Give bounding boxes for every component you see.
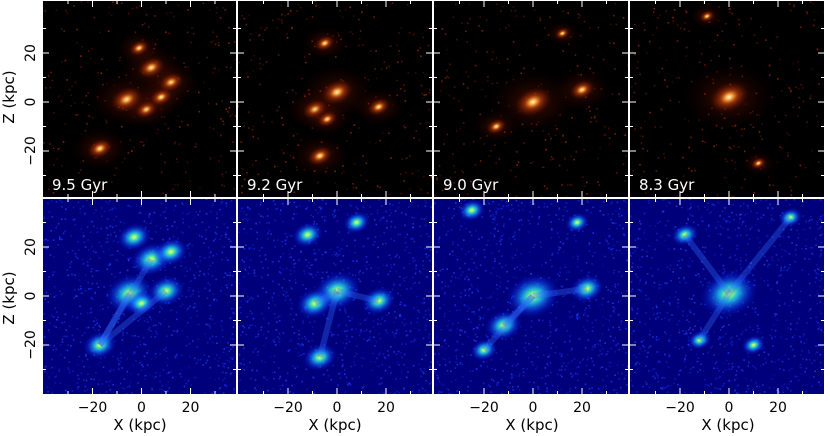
stellar-clump: [750, 157, 766, 170]
gas-clump: [125, 290, 158, 317]
y-tick-label: 0: [23, 98, 39, 107]
y-axis-label-bottom: Z (kpc): [0, 271, 18, 324]
stellar-panel-3: 9.0 Gyr: [433, 0, 629, 198]
stellar-clump: [129, 40, 149, 56]
gas-clump: [504, 272, 562, 320]
stellar-clump: [709, 81, 749, 113]
gas-clump: [116, 222, 152, 252]
gas-clump: [469, 338, 499, 362]
gas-clump: [457, 198, 486, 222]
stellar-clump: [699, 10, 715, 23]
x-tick-label: 0: [333, 400, 342, 416]
stellar-clump: [554, 27, 570, 40]
x-tick-label: 0: [137, 400, 146, 416]
gas-clump: [484, 309, 523, 342]
gas-panel-4: [629, 198, 825, 395]
time-label-4: 8.3 Gyr: [639, 176, 695, 194]
gas-clump: [291, 221, 324, 248]
x-tick-label: 20: [182, 400, 200, 416]
x-tick-label: −20: [273, 400, 303, 416]
y-tick-label: 0: [23, 292, 39, 301]
x-axis-label-4: X (kpc): [701, 416, 754, 434]
gas-panel-2: [237, 198, 433, 395]
y-tick-label: 20: [23, 238, 39, 256]
gas-clump: [569, 274, 605, 304]
gas-clump: [777, 207, 803, 228]
x-tick-label: 0: [529, 400, 538, 416]
x-tick-label: −20: [469, 400, 499, 416]
stellar-clump: [307, 146, 333, 166]
x-tick-label: 20: [573, 400, 591, 416]
stellar-clump: [514, 87, 552, 117]
gas-clump: [153, 237, 189, 267]
y-axis-label-top: Z (kpc): [0, 70, 18, 123]
time-label-1: 9.5 Gyr: [52, 176, 108, 194]
x-tick-label: −20: [665, 400, 695, 416]
x-axis-label-1: X (kpc): [113, 416, 166, 434]
gas-clump: [670, 223, 699, 247]
gas-clump: [361, 286, 397, 316]
stellar-panel-4: 8.3 Gyr: [629, 0, 825, 198]
gas-clump: [82, 330, 118, 360]
stellar-clump: [314, 35, 335, 52]
gas-clump: [564, 212, 590, 233]
gas-clump: [295, 287, 335, 320]
gas-clump: [687, 329, 712, 351]
x-tick-label: −20: [78, 400, 108, 416]
stellar-clump: [317, 111, 338, 128]
x-tick-label: 20: [377, 400, 395, 416]
stellar-clump: [149, 88, 173, 106]
gas-panel-1: [42, 198, 237, 395]
stellar-clump: [367, 98, 390, 116]
stellar-clump: [569, 79, 595, 100]
stellar-clump: [87, 138, 113, 159]
y-tick-label: −20: [23, 136, 39, 166]
gas-clump: [741, 334, 766, 356]
x-axis-label-2: X (kpc): [308, 416, 361, 434]
y-tick-label: −20: [23, 330, 39, 360]
gas-clump: [699, 268, 759, 319]
gas-clump: [342, 210, 371, 235]
stellar-clump: [486, 118, 507, 135]
x-tick-label: 20: [769, 400, 787, 416]
x-tick-label: 0: [725, 400, 734, 416]
time-label-2: 9.2 Gyr: [247, 176, 303, 194]
gas-clump: [302, 342, 338, 372]
time-label-3: 9.0 Gyr: [443, 176, 499, 194]
stellar-panel-2: 9.2 Gyr: [237, 0, 433, 198]
y-tick-label: 20: [23, 44, 39, 62]
x-axis-label-3: X (kpc): [505, 416, 558, 434]
gas-panel-3: [433, 198, 629, 395]
stellar-panel-1: 9.5 Gyr: [42, 0, 237, 198]
